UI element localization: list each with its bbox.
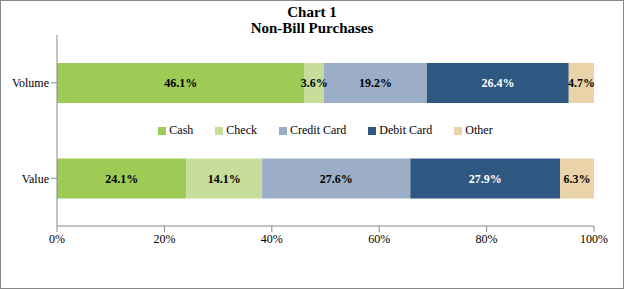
svg-text:80%: 80% <box>476 232 498 246</box>
svg-text:46.1%: 46.1% <box>164 76 197 90</box>
svg-text:27.9%: 27.9% <box>469 172 502 186</box>
svg-text:27.6%: 27.6% <box>320 172 353 186</box>
html-text:Debit Card: Debit Card <box>379 123 433 137</box>
svg-text:40%: 40% <box>261 232 283 246</box>
svg-text:6.3%: 6.3% <box>564 172 591 186</box>
svg-text:26.4%: 26.4% <box>481 76 514 90</box>
svg-text:20%: 20% <box>153 232 175 246</box>
html-text:Cash: Cash <box>169 123 194 137</box>
svg-text:60%: 60% <box>368 232 390 246</box>
html-text:Chart 1: Chart 1 <box>287 4 337 20</box>
html-text:Non-Bill Purchases: Non-Bill Purchases <box>250 20 374 36</box>
html-text:Credit Card: Credit Card <box>290 123 347 137</box>
html-text:Check: Check <box>226 123 257 137</box>
svg-text:24.1%: 24.1% <box>105 172 138 186</box>
svg-text:100%: 100% <box>580 232 608 246</box>
svg-text:0%: 0% <box>49 232 65 246</box>
svg-text:4.7%: 4.7% <box>568 76 595 90</box>
svg-text:14.1%: 14.1% <box>208 172 241 186</box>
svg-text:Value: Value <box>22 172 49 186</box>
svg-text:Volume: Volume <box>12 76 49 90</box>
html-text:Other: Other <box>465 123 493 137</box>
svg-text:19.2%: 19.2% <box>359 76 392 90</box>
svg-text:3.6%: 3.6% <box>301 76 328 90</box>
